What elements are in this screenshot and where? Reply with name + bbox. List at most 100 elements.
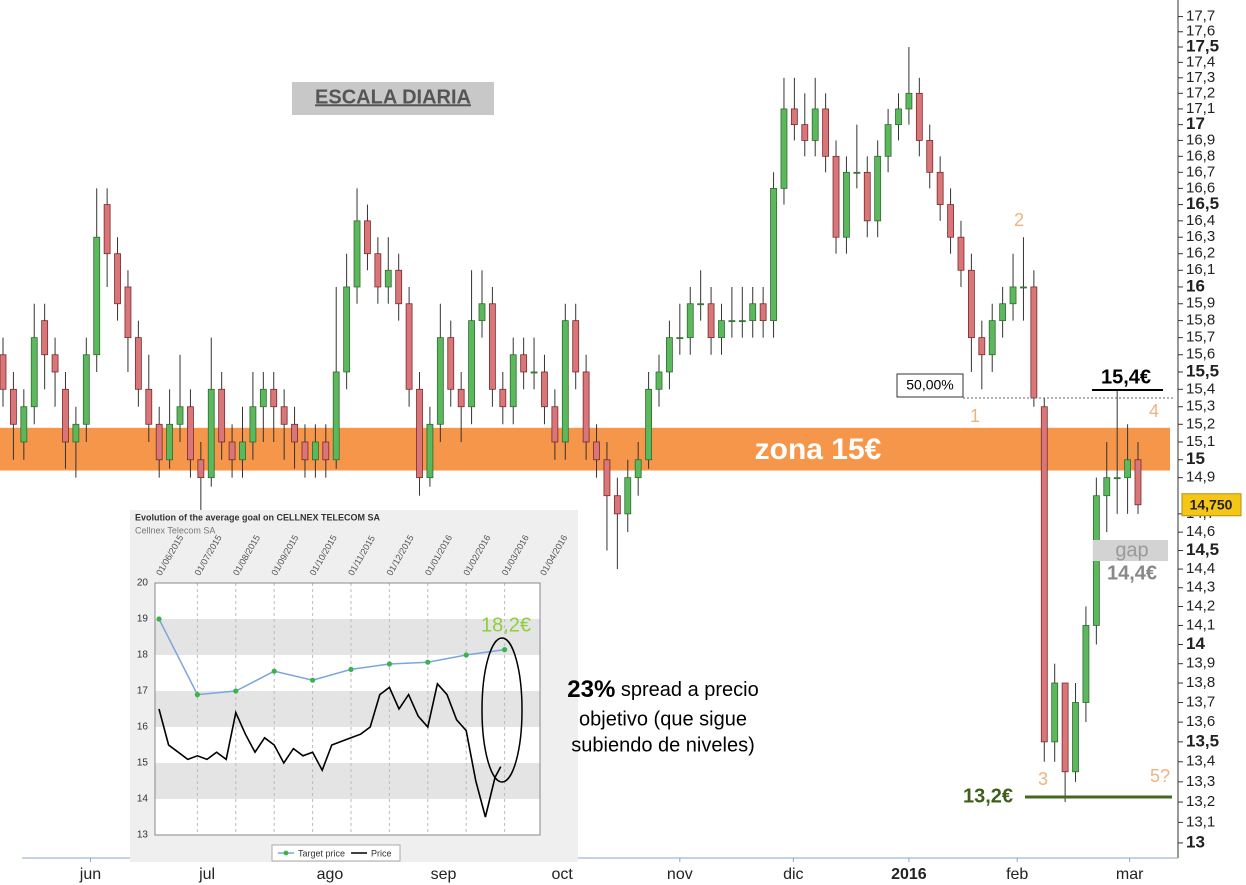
- candle-body: [30, 337, 38, 408]
- y-tick-label: 14,6: [1186, 523, 1215, 540]
- candle-body: [738, 320, 746, 323]
- candle-body: [811, 108, 819, 141]
- candle-body: [936, 171, 944, 205]
- candle-body: [790, 108, 798, 126]
- wave-label: 5?: [1150, 766, 1170, 786]
- candle-body: [62, 388, 69, 443]
- series-marker: [271, 668, 277, 674]
- candle-body: [978, 337, 986, 356]
- candle-body: [416, 388, 423, 479]
- x-tick-label: feb: [1006, 866, 1028, 883]
- candle-body: [384, 269, 392, 288]
- candle-body: [770, 187, 777, 322]
- series-marker: [502, 647, 508, 653]
- candle-body: [270, 388, 278, 408]
- series-marker: [156, 616, 162, 622]
- candle-body: [676, 337, 684, 340]
- candle-body: [447, 337, 455, 390]
- candle-body: [187, 406, 194, 461]
- note-highlight: 23%: [567, 676, 615, 703]
- target-label: 18,2€: [481, 614, 531, 636]
- x-tick-label: nov: [667, 866, 693, 883]
- y-tick-label: 16,3: [1186, 228, 1215, 245]
- y-tick-label: 17: [1186, 114, 1205, 133]
- series-marker: [386, 661, 392, 667]
- candle-body: [905, 92, 913, 110]
- candle-body: [436, 337, 444, 425]
- y-tick-label: 13,7: [1186, 693, 1215, 710]
- scale-label: ESCALA DIARIA: [315, 86, 471, 108]
- candle-body: [780, 108, 788, 189]
- note-line: subiendo de niveles): [571, 734, 754, 756]
- series-marker: [233, 688, 239, 694]
- candle-body: [561, 320, 569, 443]
- legend-box: [271, 844, 401, 862]
- candle-body: [311, 441, 319, 461]
- candle-body: [572, 320, 580, 373]
- y-tick-label: 14,9: [1186, 469, 1215, 486]
- y-tick-label: 16,9: [1186, 131, 1215, 148]
- candle-body: [884, 124, 892, 157]
- candle-body: [541, 371, 548, 408]
- y-tick-label: 14,4: [1186, 560, 1215, 577]
- y-tick-label: 15,9: [1186, 295, 1215, 312]
- candle-body: [280, 406, 288, 425]
- legend-label: Price: [371, 848, 392, 858]
- note-text: spread a precio: [615, 679, 758, 701]
- grid-band: [155, 763, 540, 799]
- y-tick-label: 17,4: [1186, 53, 1215, 70]
- candle-body: [895, 108, 902, 126]
- candle-body: [0, 354, 7, 390]
- candle-body: [666, 337, 673, 373]
- candle-body: [947, 204, 954, 238]
- candle-body: [634, 459, 642, 479]
- y-tick-label: 15,3: [1186, 398, 1215, 415]
- candle-body: [853, 171, 861, 174]
- y-tick-label: 13,5: [1186, 731, 1219, 750]
- y-tick-label: 17,5: [1186, 37, 1219, 56]
- candle-body: [301, 441, 309, 461]
- candle-body: [426, 423, 434, 479]
- y-tick-label: 13,3: [1186, 773, 1215, 790]
- candle-body: [20, 406, 28, 443]
- candle-body: [1113, 477, 1121, 480]
- retracement-label: 50,00%: [906, 377, 953, 393]
- candle-body: [239, 441, 246, 461]
- candle-body: [1124, 459, 1131, 479]
- candle-body: [364, 220, 371, 255]
- candle-body: [353, 220, 361, 288]
- candle-body: [291, 423, 298, 443]
- candle-body: [1103, 477, 1111, 497]
- candle-body: [759, 303, 767, 322]
- y-tick-label: 13,9: [1186, 655, 1215, 672]
- candle-body: [957, 236, 965, 271]
- note-line: objetivo (que sigue: [579, 708, 747, 730]
- y-tick-label: 15,8: [1186, 312, 1215, 329]
- inset-subtitle: Cellnex Telecom SA: [135, 525, 215, 535]
- series-marker: [463, 652, 469, 658]
- y-tick-label: 14,2: [1186, 597, 1215, 614]
- candle-body: [228, 441, 236, 461]
- y-tick-label: 17,1: [1186, 100, 1215, 117]
- y-tick-label: 13: [1186, 832, 1205, 851]
- y-tick-label: 14,3: [1186, 579, 1215, 596]
- y-tick-label: 16,7: [1186, 163, 1215, 180]
- candle-body: [1030, 286, 1038, 399]
- y-tick-label: 14,5: [1186, 540, 1219, 559]
- candle-body: [259, 388, 267, 408]
- y-tick-label: 15: [1186, 449, 1205, 468]
- y-tick-label: 16,1: [1186, 261, 1215, 278]
- series-marker: [425, 659, 431, 665]
- candle-body: [1009, 286, 1017, 305]
- candle-body: [332, 371, 340, 461]
- x-tick-label: jul: [198, 866, 215, 883]
- candle-body: [10, 388, 17, 425]
- candle-body: [822, 108, 830, 157]
- y-tick-label: 13,6: [1186, 713, 1215, 730]
- support-label: 13,2€: [963, 785, 1013, 807]
- candle-body: [999, 303, 1007, 322]
- candle-body: [686, 303, 694, 339]
- series-marker: [310, 677, 316, 683]
- y-tick-label: 13,2: [1186, 793, 1215, 810]
